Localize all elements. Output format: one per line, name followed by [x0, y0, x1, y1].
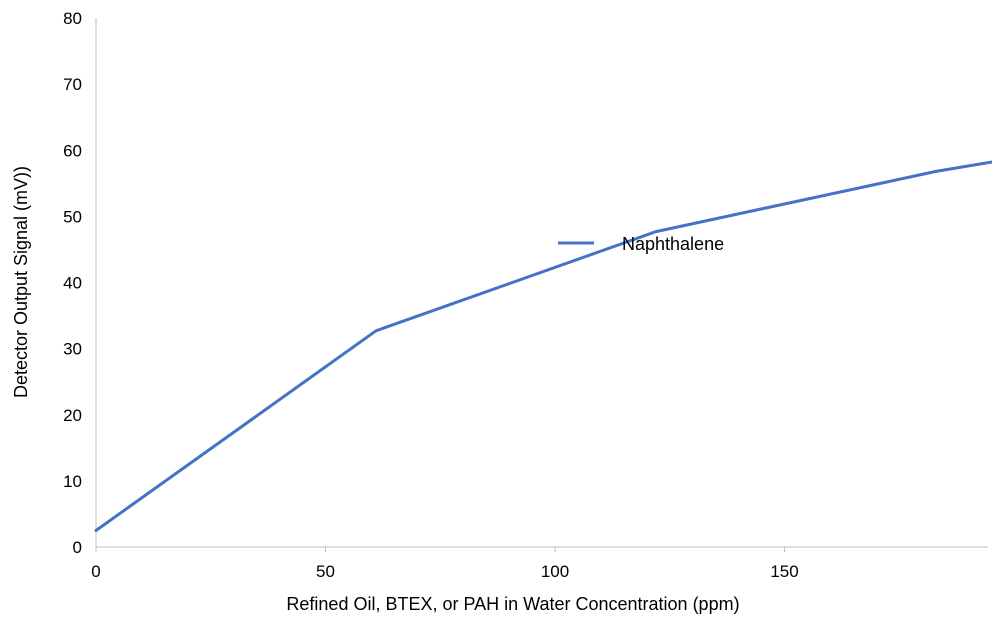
series-lines [94, 160, 992, 532]
y-tick-label: 70 [63, 75, 82, 94]
x-tick-label: 0 [91, 562, 100, 581]
y-tick-label: 0 [73, 538, 82, 557]
y-tick-label: 10 [63, 472, 82, 491]
x-tick-label: 50 [316, 562, 335, 581]
tick-labels: 01020304050607080050100150200250300350 [63, 9, 799, 581]
x-tick-label: 150 [770, 562, 798, 581]
x-axis-title: Refined Oil, BTEX, or PAH in Water Conce… [286, 594, 739, 614]
y-axis-title: Detector Output Signal (mV)) [11, 166, 31, 398]
x-tick-label: 100 [541, 562, 569, 581]
y-tick-label: 80 [63, 9, 82, 28]
axes [95, 18, 988, 552]
y-tick-label: 20 [63, 406, 82, 425]
series-line-naphthalene [94, 160, 992, 532]
legend-label-naphthalene: Naphthalene [622, 234, 724, 254]
legend: Naphthalene [558, 234, 724, 254]
y-tick-label: 30 [63, 340, 82, 359]
y-tick-label: 50 [63, 207, 82, 226]
y-tick-label: 60 [63, 141, 82, 160]
y-tick-label: 40 [63, 274, 82, 293]
